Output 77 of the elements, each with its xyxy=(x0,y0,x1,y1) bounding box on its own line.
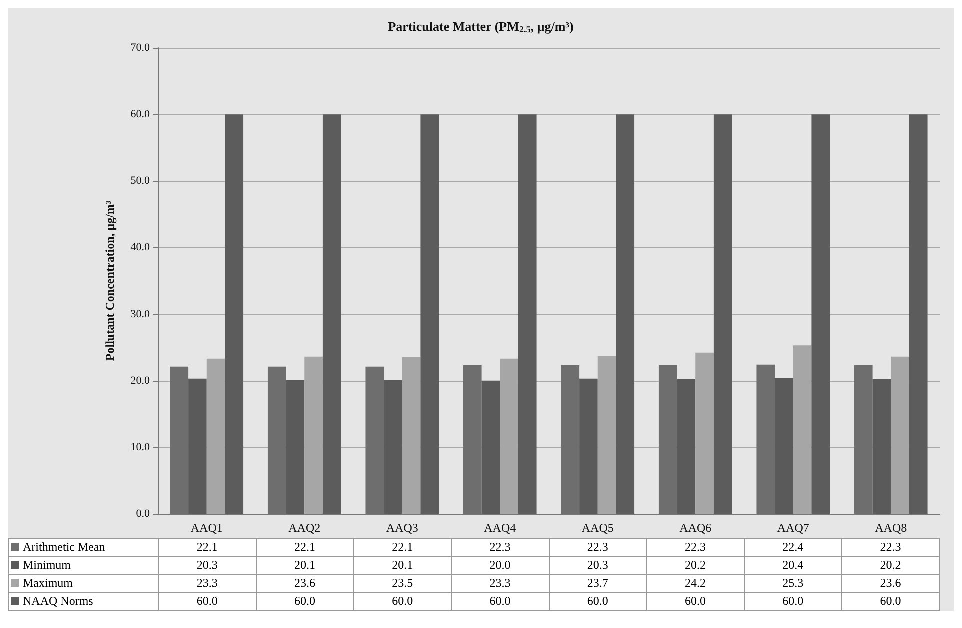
bar xyxy=(188,378,207,514)
y-tick-label: 30.0 xyxy=(130,308,150,320)
data-label: 22.3 xyxy=(646,538,744,556)
data-label: 60.0 xyxy=(354,592,452,610)
x-tick-label: AAQ1 xyxy=(190,521,223,535)
data-label: 20.3 xyxy=(549,556,647,574)
data-label: 22.3 xyxy=(549,538,647,556)
x-tick-label: AAQ7 xyxy=(777,521,810,535)
data-label: 60.0 xyxy=(158,592,256,610)
bar xyxy=(518,114,537,514)
data-label: 60.0 xyxy=(842,592,940,610)
data-label: 22.3 xyxy=(842,538,940,556)
x-tick-label: AAQ8 xyxy=(875,521,908,535)
bar xyxy=(402,358,421,514)
bar xyxy=(677,380,696,514)
data-label: 20.1 xyxy=(354,556,452,574)
y-axis-title: Pollutant Concentration, µg/m³ xyxy=(103,200,117,362)
data-label: 23.3 xyxy=(158,574,256,592)
data-label: 20.2 xyxy=(646,556,744,574)
data-label: 25.3 xyxy=(744,574,842,592)
bar xyxy=(206,358,226,514)
y-tick-label: 70.0 xyxy=(130,42,150,54)
legend-label: Maximum xyxy=(8,574,158,592)
y-tick-label: 60.0 xyxy=(130,108,150,121)
legend-label: NAAQ Norms xyxy=(8,592,158,610)
y-tick-label: 50.0 xyxy=(130,175,150,188)
legend-label: Minimum xyxy=(8,556,158,574)
bar xyxy=(384,380,402,514)
bar xyxy=(775,378,794,514)
data-label: 60.0 xyxy=(744,592,842,610)
data-label: 20.2 xyxy=(842,556,940,574)
data-label: 22.1 xyxy=(354,538,452,556)
bar xyxy=(696,352,714,514)
data-label: 22.4 xyxy=(744,538,842,556)
bar xyxy=(500,358,518,514)
bar xyxy=(580,378,598,514)
bar xyxy=(812,114,830,514)
data-label: 22.1 xyxy=(158,538,256,556)
data-label: 23.7 xyxy=(549,574,647,592)
data-label: 60.0 xyxy=(256,592,354,610)
y-tick-label: 10.0 xyxy=(130,441,150,454)
bar xyxy=(225,114,244,514)
bar xyxy=(891,356,910,514)
data-label: 20.4 xyxy=(744,556,842,574)
data-label: 20.3 xyxy=(158,556,256,574)
data-label: 23.6 xyxy=(842,574,940,592)
data-label: 20.1 xyxy=(256,556,354,574)
bar xyxy=(872,380,892,514)
bar xyxy=(598,356,616,514)
y-tick-label: 0.0 xyxy=(136,508,150,520)
x-tick-label: AAQ2 xyxy=(288,521,321,535)
data-label: 23.6 xyxy=(256,574,354,592)
bar xyxy=(420,114,440,514)
data-label: 60.0 xyxy=(549,592,647,610)
data-label: 23.3 xyxy=(451,574,549,592)
data-label: 60.0 xyxy=(451,592,549,610)
y-tick-label: 20.0 xyxy=(130,374,150,387)
data-label: 24.2 xyxy=(646,574,744,592)
bar xyxy=(304,356,323,514)
data-label: 22.1 xyxy=(256,538,354,556)
x-tick-label: AAQ6 xyxy=(680,521,712,535)
bar xyxy=(793,346,812,514)
x-tick-label: AAQ5 xyxy=(582,521,614,535)
data-label: 22.3 xyxy=(451,538,549,556)
bar xyxy=(714,114,732,514)
x-tick-label: AAQ3 xyxy=(386,521,418,535)
bar xyxy=(616,114,635,514)
bar xyxy=(482,380,500,514)
legend-label: Arithmetic Mean xyxy=(8,538,158,556)
x-tick-label: AAQ4 xyxy=(484,521,516,535)
bar xyxy=(286,380,305,514)
data-label: 20.0 xyxy=(451,556,549,574)
data-label: 60.0 xyxy=(646,592,744,610)
bar xyxy=(322,114,342,514)
data-label: 23.5 xyxy=(354,574,452,592)
y-tick-label: 40.0 xyxy=(130,242,150,254)
bar xyxy=(909,114,928,514)
